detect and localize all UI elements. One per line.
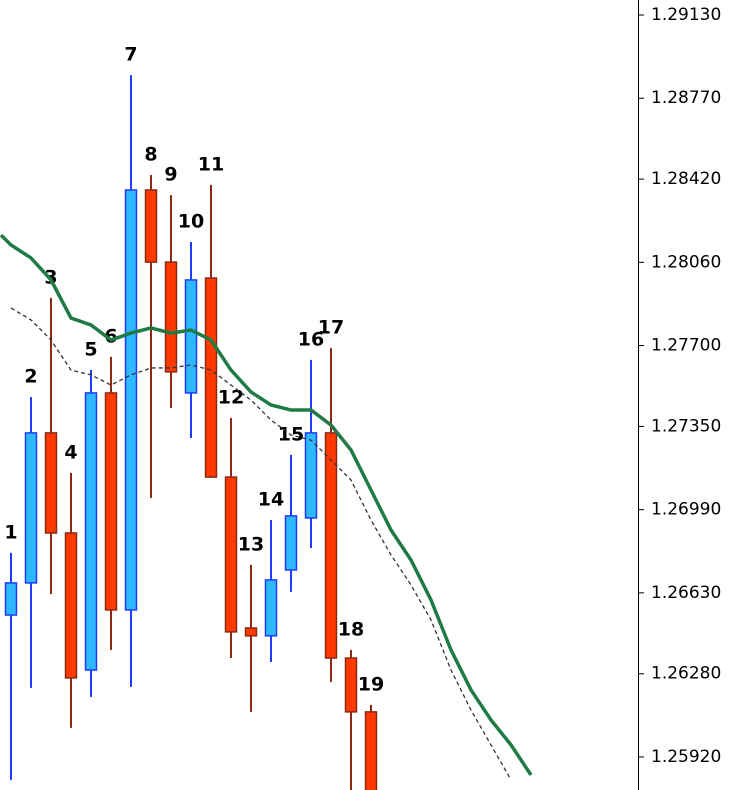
candle-label: 9 xyxy=(164,164,177,186)
candle-label: 1 xyxy=(4,521,17,543)
candle-label: 5 xyxy=(84,339,97,361)
candle-label: 14 xyxy=(258,489,284,511)
candle-body xyxy=(264,579,278,637)
candle-label: 8 xyxy=(144,143,157,165)
candle-body xyxy=(104,392,118,611)
y-tick-label: 1.28060 xyxy=(651,252,721,272)
candle-body xyxy=(364,711,378,790)
candle-label: 2 xyxy=(24,366,37,388)
candle-body xyxy=(64,532,78,679)
candle-body xyxy=(204,277,218,478)
candle-body xyxy=(144,189,158,263)
candle-label: 12 xyxy=(218,386,244,408)
candle-label: 11 xyxy=(198,153,224,175)
candle-label: 16 xyxy=(298,328,324,350)
candle-body xyxy=(244,627,258,637)
y-tick-label: 1.27350 xyxy=(651,416,721,436)
y-tick-label: 1.26630 xyxy=(651,583,721,603)
candle-label: 18 xyxy=(338,618,364,640)
candle-label: 7 xyxy=(124,44,137,66)
candle-body xyxy=(4,582,18,616)
candle-label: 4 xyxy=(64,441,77,463)
candle-body xyxy=(324,432,338,659)
candle-body xyxy=(344,657,358,713)
candle-body xyxy=(304,432,318,519)
candle-body xyxy=(84,392,98,671)
moving-average-line xyxy=(10,307,512,781)
candle-body xyxy=(284,515,298,571)
candle-label: 13 xyxy=(238,533,264,555)
candle-label: 6 xyxy=(104,325,117,347)
candle-label: 10 xyxy=(178,210,204,232)
candle-body xyxy=(164,261,178,373)
y-tick-label: 1.28770 xyxy=(651,88,721,108)
candle-body xyxy=(44,432,58,534)
y-tick-label: 1.27700 xyxy=(651,336,721,356)
candle-label: 17 xyxy=(318,317,344,339)
y-tick-label: 1.26280 xyxy=(651,664,721,684)
candle-body xyxy=(224,476,238,633)
y-tick-label: 1.29130 xyxy=(651,5,721,25)
y-tick-label: 1.28420 xyxy=(651,169,721,189)
moving-average-line xyxy=(0,233,533,776)
y-tick-label: 1.26990 xyxy=(651,500,721,520)
candle-body xyxy=(184,279,198,394)
candle-label: 19 xyxy=(358,673,384,695)
candle-body xyxy=(24,432,38,584)
y-tick-label: 1.25920 xyxy=(651,747,721,767)
candle-body xyxy=(124,189,138,611)
